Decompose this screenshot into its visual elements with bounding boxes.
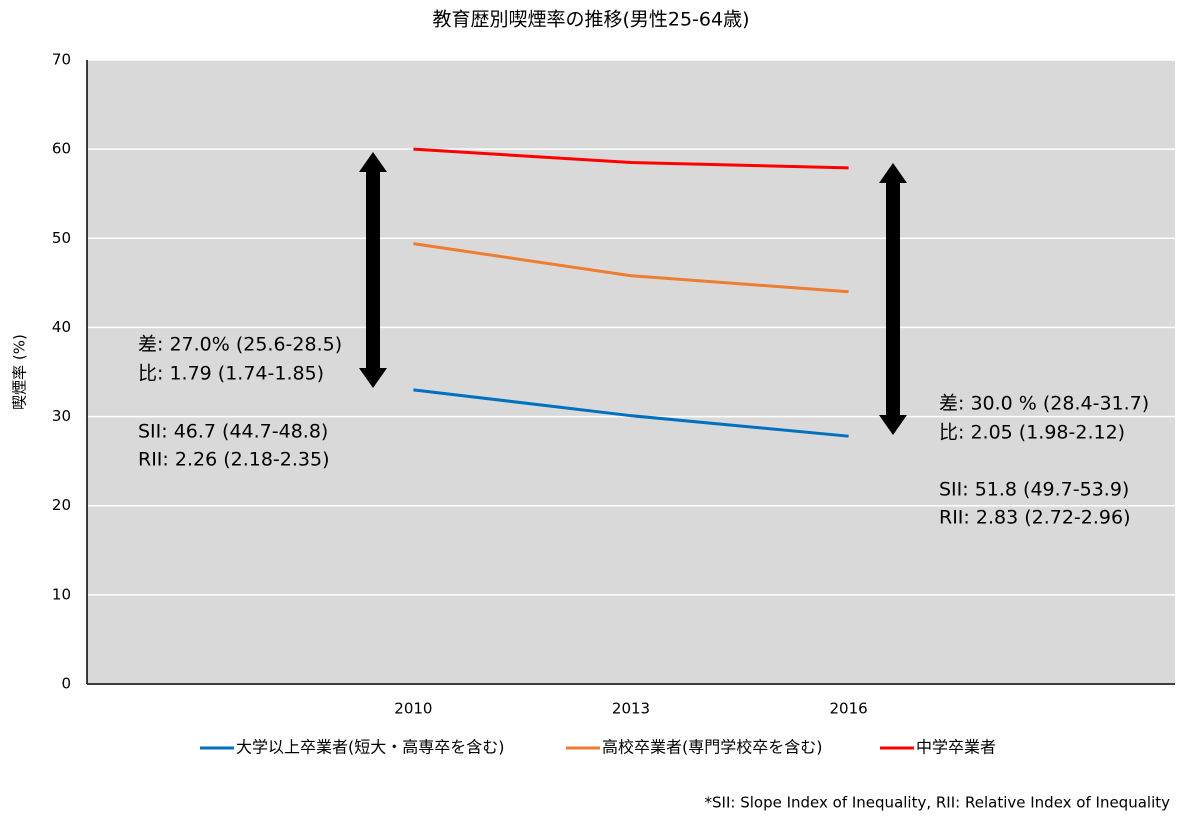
- x-tick-label: 2016: [830, 700, 868, 718]
- x-tick-label: 2010: [394, 700, 432, 718]
- y-tick-label: 0: [61, 675, 71, 693]
- y-tick-label: 50: [52, 229, 71, 247]
- y-tick-label: 20: [52, 496, 71, 514]
- series-line: [413, 147, 849, 170]
- annotation: 差: 27.0% (25.6-28.5): [138, 334, 342, 356]
- legend-label: 大学以上卒業者(短大・高専卒を含む): [236, 738, 505, 757]
- arrow: [359, 152, 387, 388]
- annotation: SII: 51.8 (49.7-53.9): [939, 479, 1129, 501]
- annotation: 比: 2.05 (1.98-2.12): [939, 422, 1125, 444]
- y-tick-label: 30: [52, 407, 71, 425]
- annotation: SII: 46.7 (44.7-48.8): [138, 421, 328, 443]
- legend-label: 中学卒業者: [916, 738, 996, 757]
- x-tick-label: 2013: [612, 700, 650, 718]
- y-tick-label: 70: [52, 51, 71, 69]
- y-axis-label: 喫煙率 (%): [11, 334, 29, 410]
- annotation: 比: 1.79 (1.74-1.85): [138, 363, 324, 385]
- y-tick-label: 40: [52, 318, 71, 336]
- chart-title: 教育歴別喫煙率の推移(男性25-64歳): [432, 9, 749, 31]
- footnote: *SII: Slope Index of Inequality, RII: Re…: [705, 794, 1171, 812]
- y-tick-label: 10: [52, 585, 71, 603]
- arrow: [879, 163, 907, 435]
- legend-label: 高校卒業者(専門学校卒を含む): [602, 738, 823, 757]
- series-line: [413, 388, 849, 438]
- series-line: [413, 242, 849, 294]
- annotation: 差: 30.0 % (28.4-31.7): [939, 393, 1149, 415]
- y-tick-label: 60: [52, 140, 71, 158]
- annotation: RII: 2.26 (2.18-2.35): [138, 449, 329, 471]
- annotation: RII: 2.83 (2.72-2.96): [939, 507, 1130, 529]
